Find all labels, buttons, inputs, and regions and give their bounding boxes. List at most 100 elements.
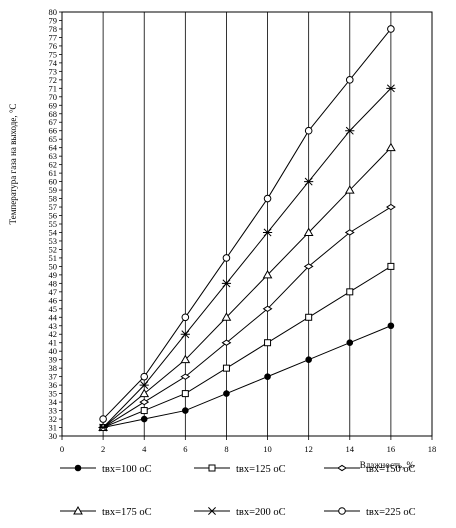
data-point-s4-8 [386,142,396,152]
series-6 [99,25,395,423]
data-point-s3-3 [180,373,191,380]
y-tick-label-52: 52 [49,244,58,254]
data-point-s6-7 [345,76,354,84]
y-tick-label-58: 58 [49,194,58,204]
y-tick-label-41: 41 [49,338,58,348]
series-line-4 [102,147,392,428]
y-tick-label-67: 67 [49,117,58,127]
y-tick-label-60: 60 [49,177,58,187]
x-tick-label-2: 2 [101,444,105,454]
y-tick-label-38: 38 [49,363,58,373]
y-tick-label-69: 69 [49,100,58,110]
data-point-s6-4 [222,254,231,262]
series-layer [98,25,396,432]
legend-item-2: tвх=125 оС [194,464,286,475]
y-tick-label-72: 72 [49,75,58,85]
data-point-s4-5 [262,269,273,279]
data-point-s5-2 [139,381,149,390]
data-point-s1-8 [387,322,395,330]
y-tick-label-39: 39 [49,355,58,365]
data-point-s6-6 [304,126,313,135]
y-tick-label-70: 70 [49,92,58,102]
x-axis: 0 2 4 6 8 10 12 14 16 18 [60,436,436,454]
series-4 [98,142,396,432]
data-point-s3-8 [385,203,396,211]
legend-item-6: tвх=225 оС [324,507,416,518]
y-tick-label-56: 56 [49,211,58,221]
legend-label-6: tвх=225 оС [366,507,416,518]
y-tick-label-78: 78 [49,24,58,34]
x-tick-label-0: 0 [60,444,64,454]
legend-marker-1 [74,464,82,472]
legend-label-1: tвх=100 оС [102,464,152,475]
x-tick-label-8: 8 [224,444,228,454]
y-tick-label-57: 57 [49,202,58,212]
data-point-s1-7 [346,339,354,347]
data-point-s2-4 [222,364,230,372]
y-tick-label-64: 64 [49,143,58,153]
y-tick-label-43: 43 [49,321,58,331]
y-tick-label-62: 62 [49,160,58,170]
y-tick-label-68: 68 [49,109,58,119]
y-tick-label-73: 73 [49,66,58,76]
legend-label-5: tвх=200 оС [236,507,286,518]
data-point-s2-7 [346,288,354,296]
data-point-s5-3 [180,330,190,339]
y-tick-label-31: 31 [49,423,58,433]
y-tick-label-50: 50 [49,261,58,271]
x-tick-label-4: 4 [142,444,147,454]
legend-marker-6 [338,507,346,515]
y-tick-label-74: 74 [49,58,58,68]
data-point-s3-4 [221,339,232,346]
y-tick-label-59: 59 [49,185,58,195]
data-point-s1-2 [140,415,148,423]
y-tick-label-71: 71 [49,83,58,93]
grid-lines [102,12,392,436]
y-axis-label: Температура газа на выходе, °С [8,104,18,225]
y-tick-label-47: 47 [49,287,58,297]
data-point-s6-1 [99,415,107,423]
y-tick-label-40: 40 [49,346,58,356]
y-tick-label-32: 32 [49,414,58,424]
y-tick-label-76: 76 [49,41,58,51]
x-tick-label-14: 14 [346,444,355,454]
data-point-s2-3 [181,390,189,398]
data-point-s2-2 [140,407,148,415]
y-tick-label-42: 42 [49,329,58,339]
y-tick-label-53: 53 [49,236,58,246]
data-point-s6-8 [387,25,395,33]
series-line-3 [102,206,392,428]
legend-marker-3 [337,464,347,472]
data-point-s4-6 [303,227,314,236]
data-point-s3-5 [262,305,273,312]
legend: tвх=100 оС tвх=125 оС tвх=150 оС tвх=175 оС… [60,464,416,518]
x-tick-label-10: 10 [263,444,272,454]
legend-label-2: tвх=125 оС [236,464,286,475]
y-tick-label-65: 65 [49,134,58,144]
data-point-s3-7 [344,229,355,236]
series-3 [98,203,396,431]
y-tick-label-66: 66 [49,126,58,136]
data-point-s6-2 [140,372,149,381]
y-tick-label-54: 54 [49,227,58,237]
y-tick-label-37: 37 [49,372,58,382]
data-point-s6-5 [263,194,272,203]
data-point-s3-6 [303,263,314,270]
y-tick-label-46: 46 [49,295,58,305]
y-tick-label-35: 35 [49,389,58,399]
data-point-s4-4 [221,312,232,321]
y-tick-label-63: 63 [49,151,58,161]
data-point-s4-3 [180,354,191,364]
x-axis-label: Влажность, % [360,460,415,470]
legend-label-3: tвх=150 оС [366,464,416,475]
data-point-s5-4 [221,279,232,288]
data-point-s6-3 [181,313,190,322]
legend-marker-4 [73,505,83,515]
legend-item-4: tвх=175 оС [60,505,152,518]
data-point-s1-6 [305,356,312,363]
y-tick-label-79: 79 [49,15,58,25]
plot-area-frame [61,11,433,437]
legend-item-3: tвх=150 оС [324,464,416,475]
legend-marker-5 [207,507,217,515]
